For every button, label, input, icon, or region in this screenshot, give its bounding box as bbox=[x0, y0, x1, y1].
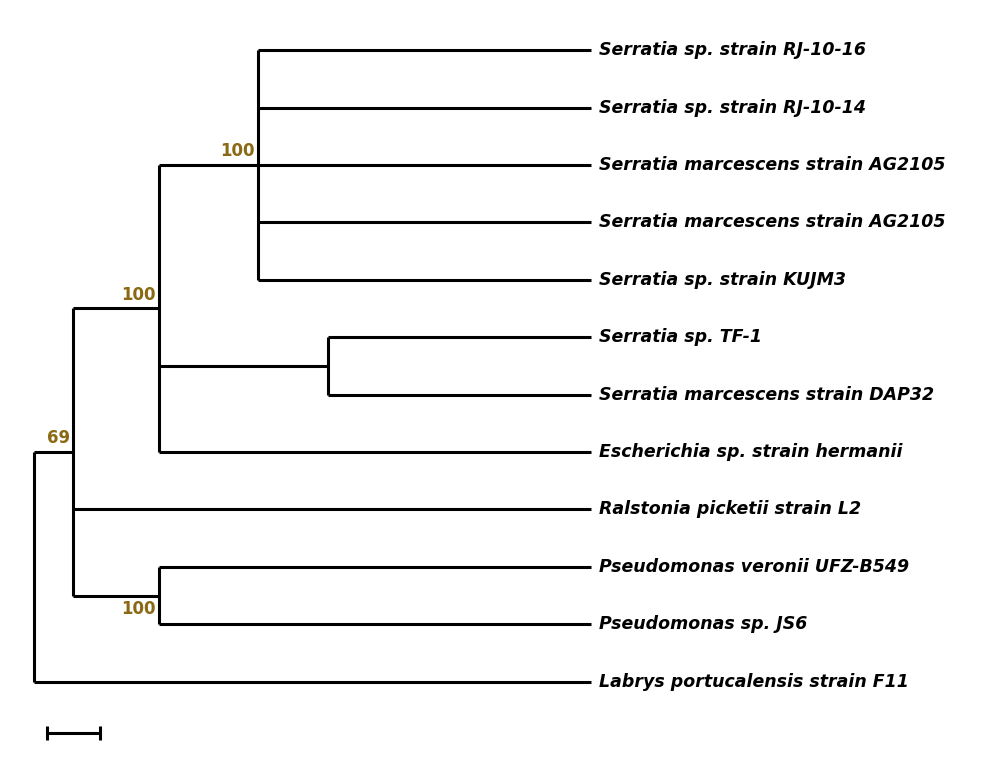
Text: 69: 69 bbox=[47, 429, 70, 448]
Text: Escherichia sp. strain hermanii: Escherichia sp. strain hermanii bbox=[599, 443, 903, 461]
Text: 100: 100 bbox=[220, 142, 255, 161]
Text: Ralstonia picketii strain L2: Ralstonia picketii strain L2 bbox=[599, 500, 862, 519]
Text: Labrys portucalensis strain F11: Labrys portucalensis strain F11 bbox=[599, 672, 909, 691]
Text: Serratia sp. TF-1: Serratia sp. TF-1 bbox=[599, 328, 762, 346]
Text: Serratia sp. strain KUJM3: Serratia sp. strain KUJM3 bbox=[599, 271, 846, 289]
Text: Serratia marcescens strain AG2105: Serratia marcescens strain AG2105 bbox=[599, 213, 946, 232]
Text: Serratia marcescens strain AG2105: Serratia marcescens strain AG2105 bbox=[599, 156, 946, 174]
Text: 100: 100 bbox=[121, 600, 156, 618]
Text: Serratia marcescens strain DAP32: Serratia marcescens strain DAP32 bbox=[599, 385, 935, 404]
Text: Pseudomonas veronii UFZ-B549: Pseudomonas veronii UFZ-B549 bbox=[599, 558, 910, 576]
Text: 100: 100 bbox=[121, 286, 156, 304]
Text: Serratia sp. strain RJ-10-14: Serratia sp. strain RJ-10-14 bbox=[599, 99, 866, 117]
Text: Serratia sp. strain RJ-10-16: Serratia sp. strain RJ-10-16 bbox=[599, 41, 866, 59]
Text: Pseudomonas sp. JS6: Pseudomonas sp. JS6 bbox=[599, 615, 808, 633]
